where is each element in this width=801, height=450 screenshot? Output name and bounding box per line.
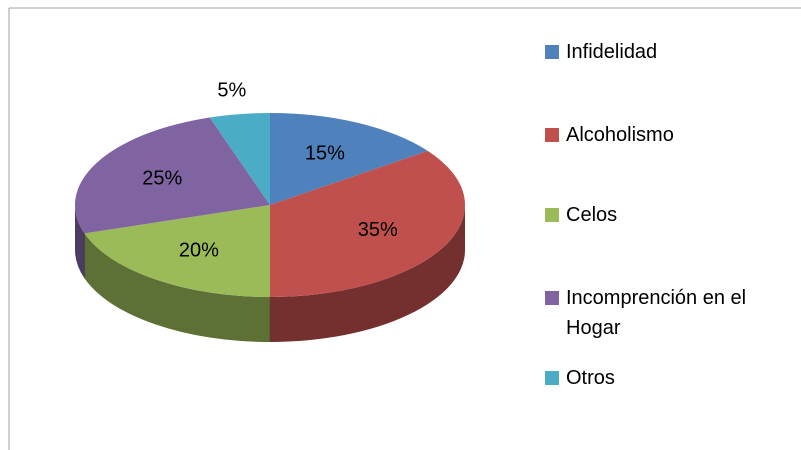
legend-item: Incomprención en el Hogar [545,283,795,343]
pie-slice-side [84,233,270,342]
pie-slice [84,205,270,297]
legend-swatch [545,45,559,59]
legend-swatch [545,128,559,142]
legend-swatch [545,208,559,222]
pie-slice [270,113,428,205]
pie-slice [209,113,270,205]
legend-swatch [545,291,559,305]
legend-item: Otros [545,363,795,393]
pie-slice-side [270,205,465,342]
legend-item: Infidelidad [545,37,795,67]
pie-slice [270,150,465,297]
legend-label: Infidelidad [566,41,658,63]
legend-label: Celos [566,204,618,226]
data-label: 5% [217,80,246,102]
legend-label: Alcoholismo [566,124,674,146]
pie-slice [75,117,271,234]
legend-item: Celos [545,200,795,230]
legend-label: Incomprención en el Hogar [566,287,747,339]
data-label: 25% [142,167,182,189]
data-label: 35% [358,219,398,241]
legend-label: Otros [566,367,615,389]
legend-swatch [545,371,559,385]
pie-slice-side [75,205,85,279]
legend-item: Alcoholismo [545,120,795,150]
data-label: 15% [305,142,345,164]
data-label: 20% [179,239,219,261]
